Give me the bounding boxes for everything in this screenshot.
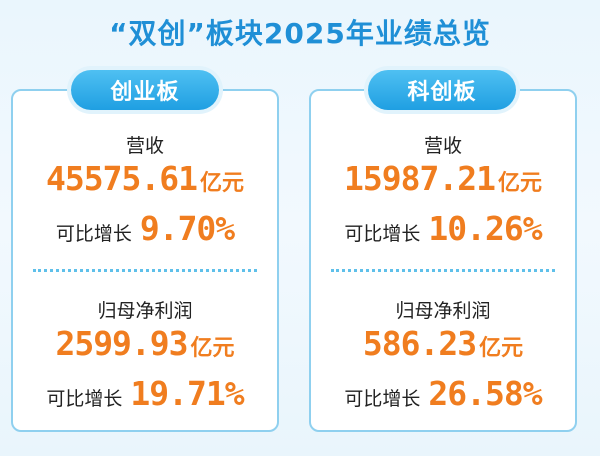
panel-star-market: 营收 15987.21 亿元 可比增长 10.26% 归母净利润 586.23 亿元 …	[309, 89, 577, 432]
dotted-divider	[33, 269, 257, 272]
profit-growth-value: 26.58%	[428, 374, 542, 413]
profit-growth-value: 19.71%	[130, 374, 244, 413]
profit-growth-row: 可比增长 26.58%	[311, 374, 575, 413]
profit-unit: 亿元	[479, 336, 524, 361]
revenue-unit: 亿元	[497, 171, 542, 196]
board-label-star-market: 科创板	[368, 70, 516, 110]
revenue-growth-row: 可比增长 10.26%	[311, 209, 575, 248]
revenue-growth-value: 9.70%	[139, 209, 235, 248]
profit-growth-label: 可比增长	[46, 388, 123, 410]
revenue-value: 15987.21	[344, 159, 496, 198]
revenue-label: 营收	[423, 135, 462, 157]
revenue-growth-label: 可比增长	[55, 223, 132, 245]
profit-growth-label: 可比增长	[344, 388, 421, 410]
dotted-divider	[331, 269, 555, 272]
profit-growth-row: 可比增长 19.71%	[13, 374, 277, 413]
profit-value: 586.23	[362, 324, 477, 363]
panel-chinext: 营收 45575.61 亿元 可比增长 9.70% 归母净利润 2599.93 亿元 …	[11, 89, 279, 432]
board-label-chinext: 创业板	[71, 70, 219, 110]
profit-value: 2599.93	[55, 324, 188, 363]
revenue-unit: 亿元	[199, 171, 244, 196]
profit-label: 归母净利润	[395, 300, 491, 322]
revenue-label: 营收	[125, 135, 164, 157]
profit-value-row: 2599.93 亿元	[13, 324, 277, 363]
revenue-value: 45575.61	[46, 159, 198, 198]
revenue-growth-row: 可比增长 9.70%	[13, 209, 277, 248]
revenue-value-row: 45575.61 亿元	[13, 159, 277, 198]
profit-unit: 亿元	[190, 336, 235, 361]
profit-value-row: 586.23 亿元	[311, 324, 575, 363]
revenue-growth-label: 可比增长	[344, 223, 421, 245]
revenue-growth-value: 10.26%	[428, 209, 542, 248]
page-title: “双创”板块2025年业绩总览	[109, 17, 491, 50]
revenue-value-row: 15987.21 亿元	[311, 159, 575, 198]
profit-label: 归母净利润	[97, 300, 193, 322]
